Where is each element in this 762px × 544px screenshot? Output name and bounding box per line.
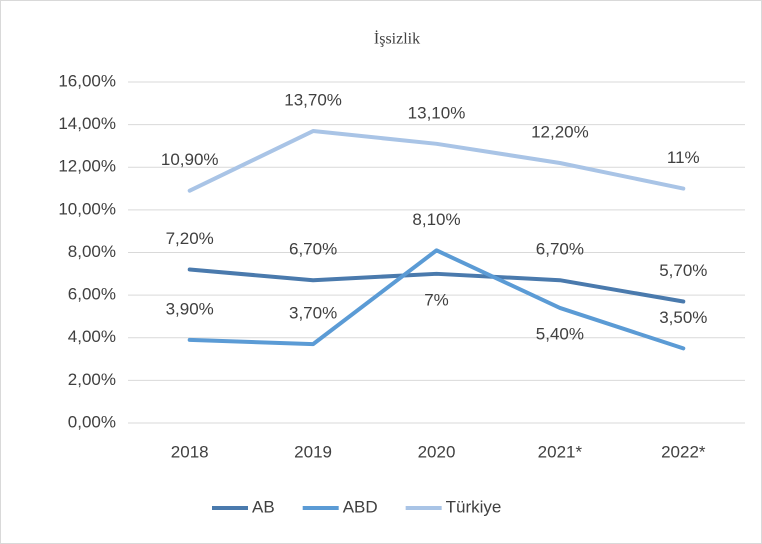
data-label: 8,10% bbox=[412, 210, 460, 229]
x-tick-label: 2019 bbox=[294, 442, 332, 461]
y-tick-label: 4,00% bbox=[68, 327, 116, 346]
data-label: 13,70% bbox=[284, 91, 342, 110]
legend-label: ABD bbox=[343, 497, 378, 516]
data-label: 3,70% bbox=[289, 304, 337, 323]
legend-label: Türkiye bbox=[446, 497, 502, 516]
data-label: 10,90% bbox=[161, 150, 219, 169]
series-line bbox=[187, 267, 686, 304]
y-tick-label: 6,00% bbox=[68, 285, 116, 304]
y-tick-label: 2,00% bbox=[68, 370, 116, 389]
y-tick-label: 12,00% bbox=[58, 157, 116, 176]
y-tick-label: 0,00% bbox=[68, 412, 116, 431]
data-label: 6,70% bbox=[289, 240, 337, 259]
x-tick-label: 2018 bbox=[171, 442, 209, 461]
data-label: 5,70% bbox=[659, 261, 707, 280]
data-label: 3,50% bbox=[659, 308, 707, 327]
data-label: 7% bbox=[424, 290, 449, 309]
data-label: 3,90% bbox=[166, 299, 214, 318]
data-label: 7,20% bbox=[166, 229, 214, 248]
x-tick-label: 2022* bbox=[661, 442, 706, 461]
data-label: 13,10% bbox=[408, 103, 466, 122]
data-label: 6,70% bbox=[536, 240, 584, 259]
data-label: 12,20% bbox=[531, 122, 589, 141]
chart-title: İşsizlik bbox=[374, 30, 420, 48]
series-line bbox=[187, 129, 686, 193]
y-tick-label: 16,00% bbox=[58, 71, 116, 90]
x-tick-label: 2021* bbox=[538, 442, 583, 461]
x-tick-label: 2020 bbox=[418, 442, 456, 461]
data-label: 11% bbox=[667, 148, 700, 167]
series-line bbox=[187, 248, 686, 351]
data-label: 5,40% bbox=[536, 324, 584, 343]
legend-label: AB bbox=[252, 497, 275, 516]
y-tick-label: 10,00% bbox=[58, 199, 116, 218]
y-tick-label: 8,00% bbox=[68, 242, 116, 261]
y-tick-label: 14,00% bbox=[58, 114, 116, 133]
